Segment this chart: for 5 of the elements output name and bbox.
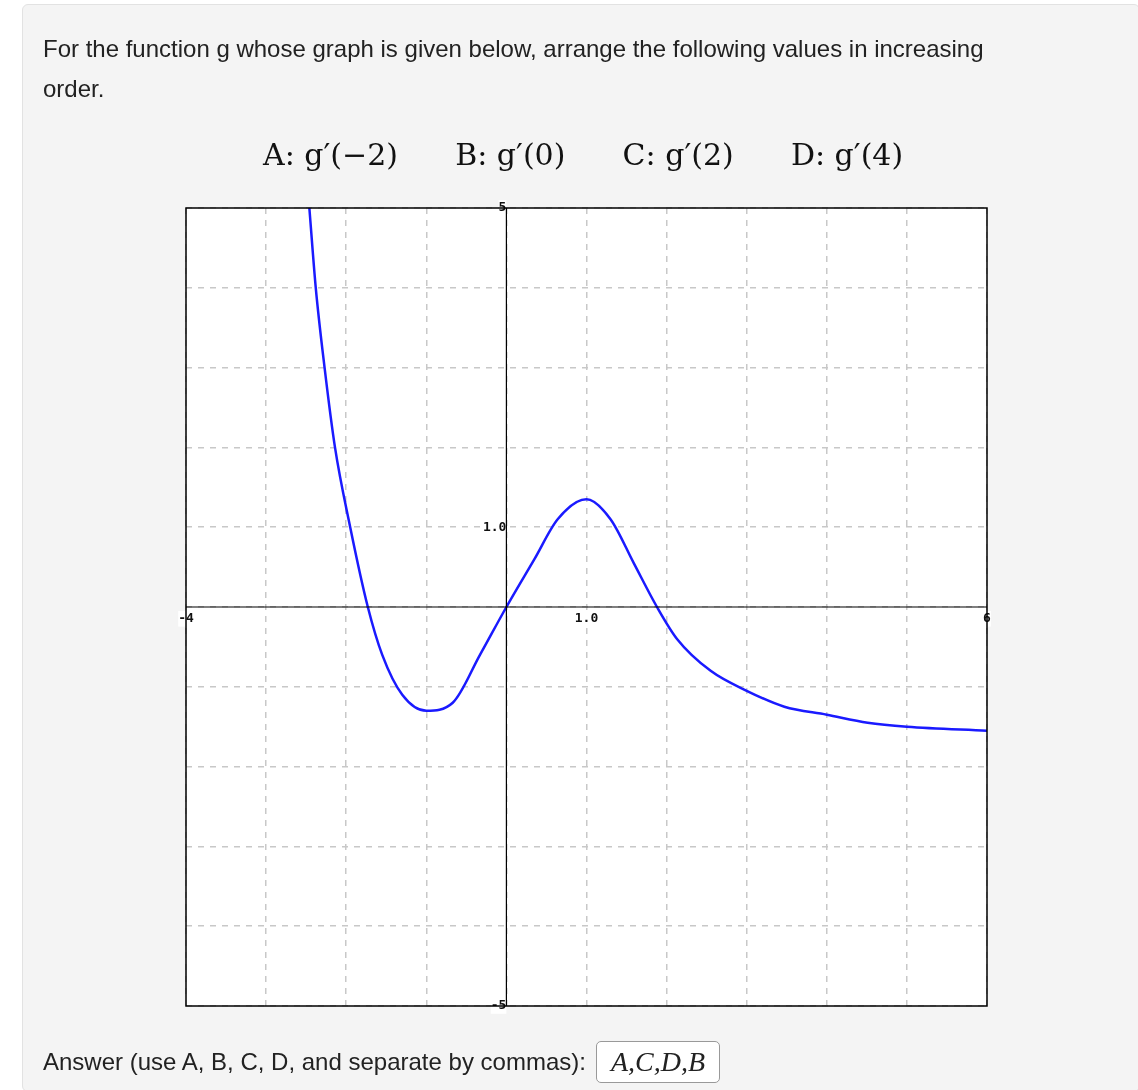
text: A,C,D,B [595, 1041, 720, 1083]
y-tick-label: 1.0 [482, 518, 507, 534]
chart-title: For the function g whose graph is given below, arrange the following values in increasing order. [43, 34, 985, 104]
text: Answer (use A, B, C, D, and separate by commas): [43, 1048, 586, 1076]
chart-subtitle: A: g′(−2) B: g′(0) C: g′(2) D: g′(4) [263, 137, 904, 172]
